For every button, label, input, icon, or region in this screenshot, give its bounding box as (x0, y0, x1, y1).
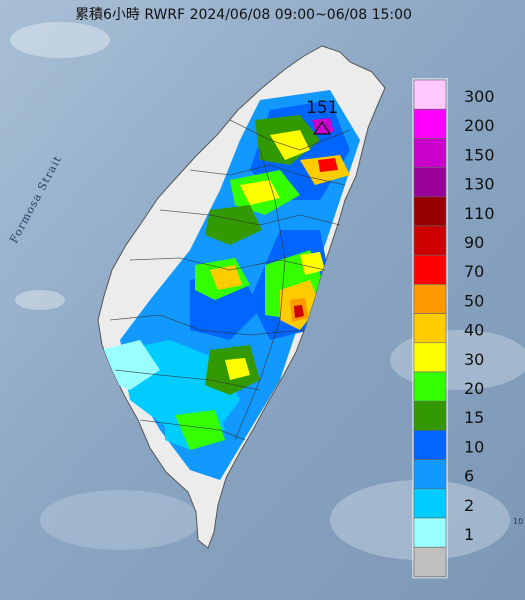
legend-swatch (413, 371, 447, 402)
legend-swatch (413, 313, 447, 344)
legend-label: 200 (464, 116, 495, 135)
legend-label: 15 (464, 408, 484, 427)
legend-label: 50 (464, 291, 484, 310)
legend-swatch (413, 254, 447, 285)
legend-label: 70 (464, 262, 484, 281)
legend-label: 90 (464, 233, 484, 252)
rainfall-field (100, 90, 360, 480)
legend-swatch (413, 517, 447, 548)
legend-label: 2 (464, 496, 474, 515)
rainfall-legend: 300 200 150 130 110 90 70 50 40 30 20 15 10 6 2 1 (412, 78, 495, 579)
legend-swatch (413, 196, 447, 227)
legend-swatch (413, 546, 447, 577)
corner-mark: 10 (513, 517, 523, 526)
legend-label: 110 (464, 204, 495, 223)
map-title: 累積6小時 RWRF 2024/06/08 09:00~06/08 15:00 (75, 7, 412, 23)
legend-swatch (413, 430, 447, 460)
legend-label: 40 (464, 321, 484, 340)
legend-swatch (413, 488, 447, 519)
legend-label: 1 (464, 525, 474, 544)
legend-swatch (413, 79, 447, 110)
legend-swatch (413, 225, 447, 256)
legend-swatch (413, 138, 447, 168)
legend-label: 300 (464, 87, 495, 106)
legend-label: 20 (464, 379, 484, 398)
legend-swatch (413, 167, 447, 198)
peak-value-label: 151 (306, 98, 338, 118)
legend-swatch (413, 284, 447, 314)
legend-label: 30 (464, 350, 484, 369)
legend-swatch (413, 108, 447, 139)
legend-label: 150 (464, 145, 495, 164)
cloud-texture (10, 22, 525, 560)
legend-swatch (413, 400, 447, 431)
legend-label: 6 (464, 467, 474, 486)
legend-label: 10 (464, 437, 484, 456)
legend-swatch (413, 342, 447, 373)
admin-boundaries (109, 119, 351, 441)
legend-label: 130 (464, 175, 495, 194)
legend-swatch (413, 459, 447, 490)
peak-marker-icon (312, 120, 332, 135)
